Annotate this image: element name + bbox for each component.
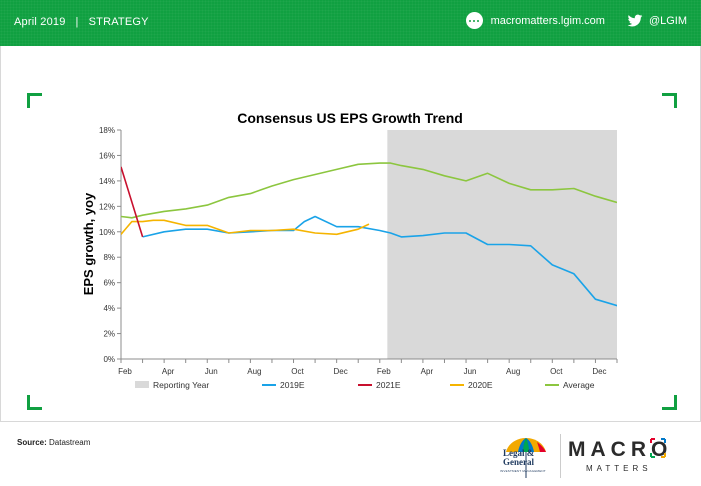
x-tick-label: Aug <box>247 367 261 376</box>
x-tick-label: Oct <box>291 367 304 376</box>
legend-item: 2021E <box>358 380 401 390</box>
header-left: April 2019 | STRATEGY <box>14 16 149 28</box>
series-line-2021e <box>121 166 144 238</box>
y-tick-label: 2% <box>103 330 115 339</box>
twitter-handle[interactable]: @LGIM <box>648 14 687 27</box>
legend-label: Reporting Year <box>153 380 209 390</box>
x-tick-label: Feb <box>118 367 132 376</box>
y-tick-label: 4% <box>103 304 115 313</box>
macro-matters-subtitle: MATTERS <box>586 464 652 473</box>
header-bar: April 2019 | STRATEGY macromatters.lgim.co… <box>0 0 701 46</box>
lg-logo-subtitle: INVESTMENT MANAGEMENT <box>500 469 546 473</box>
chat-bubble-icon <box>465 12 483 29</box>
macro-accent-icon <box>650 438 666 458</box>
x-tick-label: Dec <box>334 367 348 376</box>
y-tick-label: 0% <box>103 355 115 364</box>
footer-divider <box>560 434 561 478</box>
legend: Reporting Year 2019E 2021E 2020E Average <box>135 380 595 390</box>
header-section: STRATEGY <box>88 16 149 28</box>
lg-logo-text: Legal & General <box>503 449 534 467</box>
source-value: Datastream <box>49 438 91 447</box>
y-tick-label: 6% <box>103 279 115 288</box>
x-tick-label: Jun <box>464 367 477 376</box>
axis-layer: 0% 2% 4% 6% 8% 10% 12% 14% 16% 18% Feb Apr Jun Aug Oct… <box>99 126 618 376</box>
x-tick-label: Feb <box>377 367 391 376</box>
legend-label: 2020E <box>468 380 493 390</box>
source-note: Source: Datastream <box>17 438 90 447</box>
legend-item: Reporting Year <box>135 380 209 390</box>
y-tick-label: 8% <box>103 253 115 262</box>
legend-label: 2019E <box>280 380 305 390</box>
twitter-bird-icon <box>627 14 643 26</box>
legend-label: 2021E <box>376 380 401 390</box>
header-right: macromatters.lgim.com @LGIM <box>465 12 687 29</box>
legend-label: Average <box>563 380 595 390</box>
x-tick-label: Dec <box>592 367 606 376</box>
y-tick-label: 16% <box>99 151 115 160</box>
source-label: Source: <box>17 438 47 447</box>
lg-logo-line1: Legal & <box>503 448 535 458</box>
x-tick-label: Aug <box>506 367 520 376</box>
frame-corner-top-left <box>27 93 42 108</box>
header-separator: | <box>75 16 79 28</box>
y-tick-label: 12% <box>99 202 115 211</box>
header-date: April 2019 <box>14 16 66 28</box>
x-tick-label: Jun <box>205 367 218 376</box>
x-tick-label: Apr <box>421 367 434 376</box>
frame-corner-top-right <box>662 93 677 108</box>
legend-swatch <box>135 381 149 388</box>
y-tick-label: 18% <box>99 126 115 135</box>
footer: Source: Datastream Legal & General INVES… <box>0 421 701 486</box>
x-tick-label: Oct <box>550 367 563 376</box>
frame-corner-bottom-right <box>662 395 677 410</box>
frame-corner-bottom-left <box>27 395 42 410</box>
y-axis-label: EPS growth, yoy <box>81 192 96 295</box>
website-link[interactable]: macromatters.lgim.com <box>490 14 605 27</box>
legend-item: 2019E <box>262 380 305 390</box>
x-tick-label: Apr <box>162 367 175 376</box>
y-tick-label: 10% <box>99 228 115 237</box>
series-line-average <box>121 162 617 219</box>
macro-matters-title: MACRO <box>568 438 673 461</box>
lg-logo-line2: General <box>503 457 534 467</box>
series-line-2020e <box>121 219 370 236</box>
chart-title: Consensus US EPS Growth Trend <box>237 110 463 126</box>
legend-item: 2020E <box>450 380 493 390</box>
y-tick-label: 14% <box>99 177 115 186</box>
legend-item: Average <box>545 380 595 390</box>
umbrella-logo-icon <box>506 438 546 478</box>
series-layer <box>121 162 617 307</box>
